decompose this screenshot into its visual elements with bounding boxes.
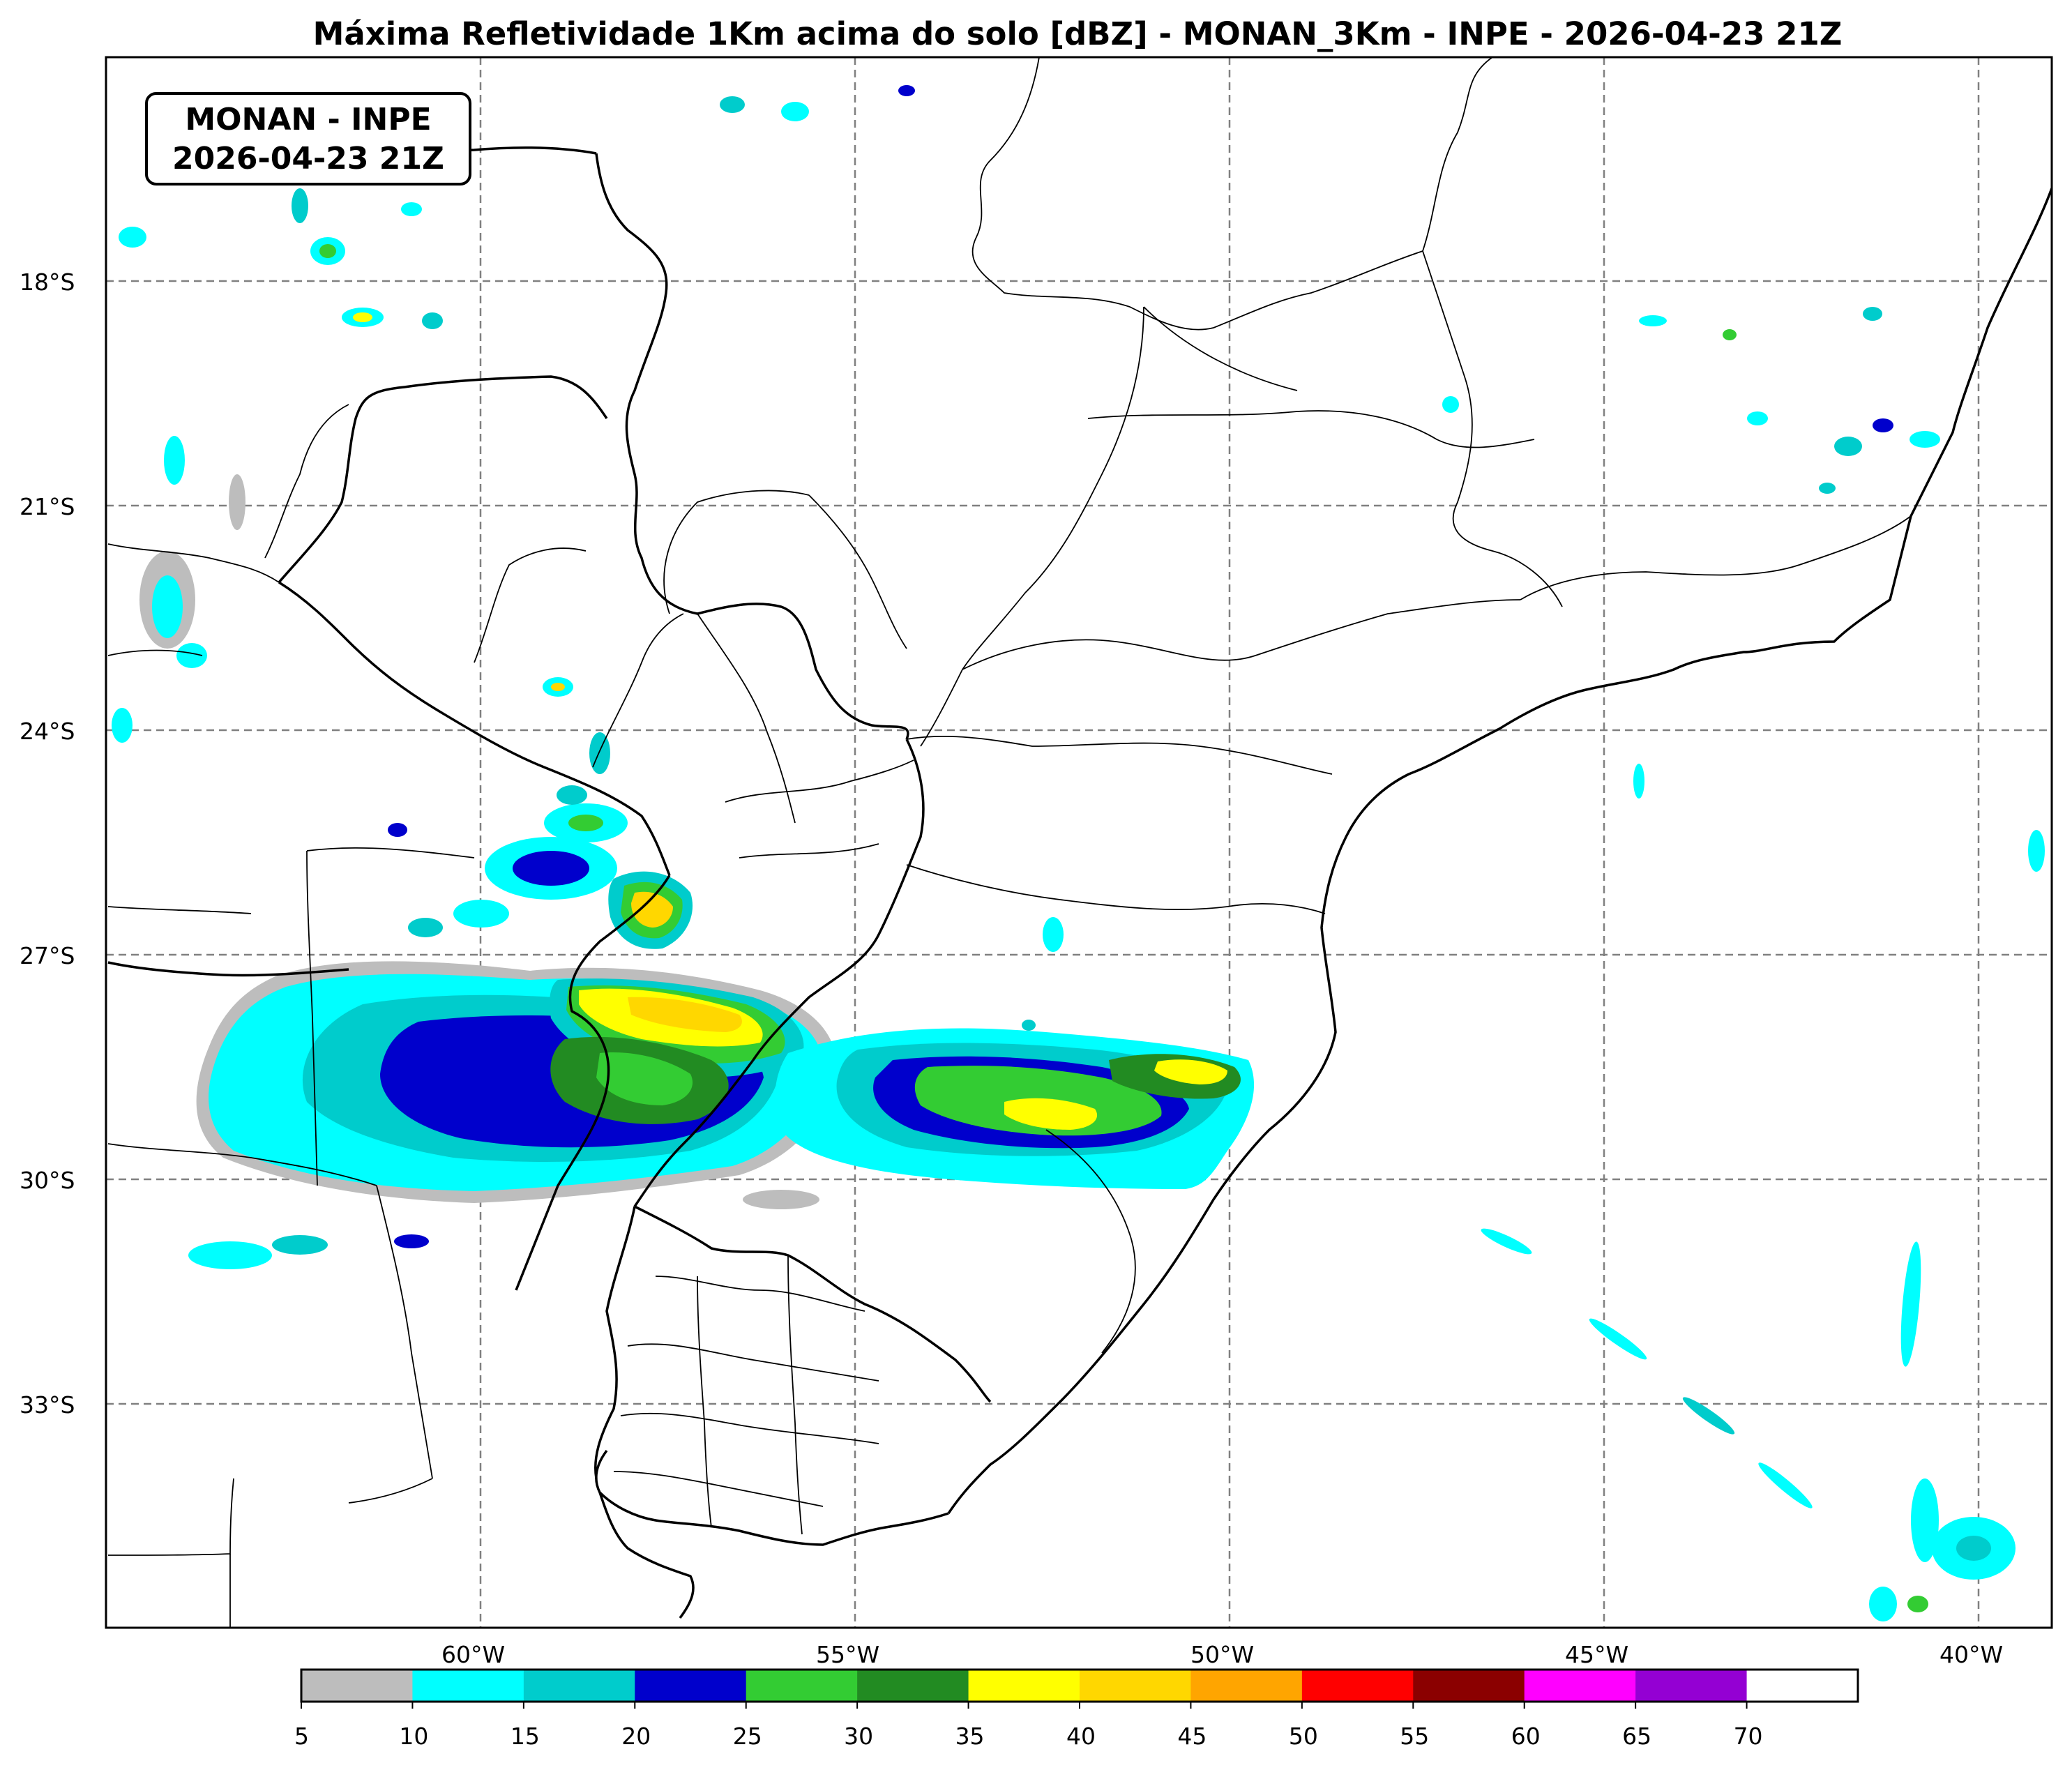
colorbar bbox=[300, 1668, 1859, 1709]
lat-label-18s: 18°S bbox=[20, 268, 75, 296]
colorbar-tick-label: 55 bbox=[1400, 1723, 1430, 1750]
colorbar-tick-label: 70 bbox=[1733, 1723, 1763, 1750]
colorbar-tick-label: 20 bbox=[621, 1723, 651, 1750]
colorbar-tick-label: 50 bbox=[1288, 1723, 1318, 1750]
lat-label-30s: 30°S bbox=[20, 1167, 75, 1194]
lon-label-40w: 40°W bbox=[1939, 1641, 2004, 1668]
colorbar-segment bbox=[1413, 1670, 1525, 1702]
colorbar-tick-label: 5 bbox=[294, 1723, 309, 1750]
colorbar-tick-label: 30 bbox=[844, 1723, 874, 1750]
colorbar-tick-label: 40 bbox=[1066, 1723, 1096, 1750]
model-badge: MONAN - INPE 2026-04-23 21Z bbox=[145, 92, 471, 186]
lat-label-24s: 24°S bbox=[20, 718, 75, 745]
badge-model: MONAN - INPE bbox=[185, 102, 432, 137]
colorbar-tick-label: 65 bbox=[1622, 1723, 1652, 1750]
colorbar-segment bbox=[746, 1670, 858, 1702]
colorbar-tick-label: 10 bbox=[399, 1723, 429, 1750]
colorbar-tick-label: 60 bbox=[1511, 1723, 1541, 1750]
colorbar-segment bbox=[523, 1670, 635, 1702]
lat-label-21s: 21°S bbox=[20, 493, 75, 520]
lon-label-60w: 60°W bbox=[441, 1641, 506, 1668]
colorbar-tick-label: 45 bbox=[1177, 1723, 1207, 1750]
map-frame bbox=[105, 56, 2053, 1629]
gridlines bbox=[106, 57, 2052, 1628]
reflectivity-field bbox=[112, 85, 2045, 1621]
colorbar-segment bbox=[1635, 1670, 1748, 1702]
colorbar-tick-label: 15 bbox=[510, 1723, 540, 1750]
colorbar-segment bbox=[968, 1670, 1080, 1702]
country-boundaries bbox=[107, 135, 2052, 1619]
colorbar-tick-label: 35 bbox=[955, 1723, 985, 1750]
lon-label-50w: 50°W bbox=[1190, 1641, 1255, 1668]
colorbar-segment bbox=[301, 1670, 413, 1702]
lon-label-55w: 55°W bbox=[816, 1641, 880, 1668]
colorbar-tick-label: 25 bbox=[732, 1723, 762, 1750]
colorbar-segment bbox=[1301, 1670, 1414, 1702]
colorbar-segment bbox=[1524, 1670, 1636, 1702]
colorbar-segment bbox=[412, 1670, 524, 1702]
map-title: Máxima Refletividade 1Km acima do solo [… bbox=[312, 15, 1843, 52]
colorbar-segment bbox=[857, 1670, 969, 1702]
colorbar-segment bbox=[1080, 1670, 1191, 1702]
colorbar-segment bbox=[1746, 1670, 1859, 1702]
state-boundaries bbox=[107, 57, 1912, 1628]
colorbar-segment bbox=[635, 1670, 747, 1702]
lon-label-45w: 45°W bbox=[1565, 1641, 1629, 1668]
badge-datetime: 2026-04-23 21Z bbox=[172, 141, 444, 176]
colorbar-segment bbox=[1190, 1670, 1303, 1702]
lat-label-33s: 33°S bbox=[20, 1391, 75, 1419]
lat-label-27s: 27°S bbox=[20, 942, 75, 969]
